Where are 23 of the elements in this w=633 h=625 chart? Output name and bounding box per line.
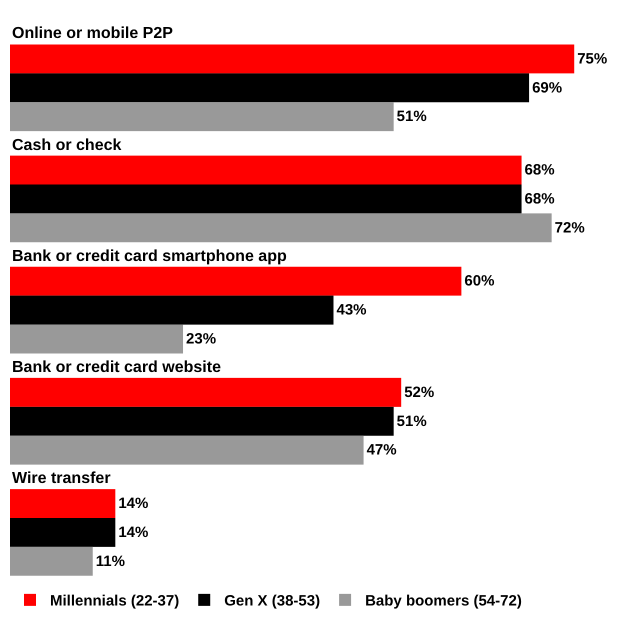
y-tick-label: Wire transfer	[12, 470, 111, 487]
data-label: 43%	[336, 302, 367, 319]
data-label: 52%	[404, 384, 434, 401]
data-label: 60%	[464, 272, 494, 290]
data-label: 68%	[524, 190, 555, 208]
data-label: 51%	[396, 412, 427, 430]
data-label: 47%	[366, 442, 397, 459]
data-label: 23%	[186, 330, 216, 348]
y-tick-label: Bank or credit card smartphone app	[12, 248, 287, 265]
y-tick-label: Cash or check	[12, 137, 122, 154]
data-label: 69%	[532, 79, 562, 96]
data-label: 72%	[554, 219, 585, 236]
data-label: 14%	[118, 495, 148, 512]
data-label: 14%	[118, 524, 148, 541]
data-label: 75%	[577, 50, 608, 68]
legend-label: Baby boomers (54-72)	[365, 592, 522, 610]
data-label: 51%	[396, 108, 427, 126]
data-label: 68%	[524, 162, 555, 179]
y-tick-label: Bank or credit card website	[12, 359, 222, 376]
y-tick-label: Online or mobile P2P	[12, 25, 174, 42]
legend-label: Millennials (22-37)	[50, 592, 180, 610]
legend-label: Gen X (38-53)	[224, 592, 320, 610]
data-label: 11%	[96, 552, 125, 570]
